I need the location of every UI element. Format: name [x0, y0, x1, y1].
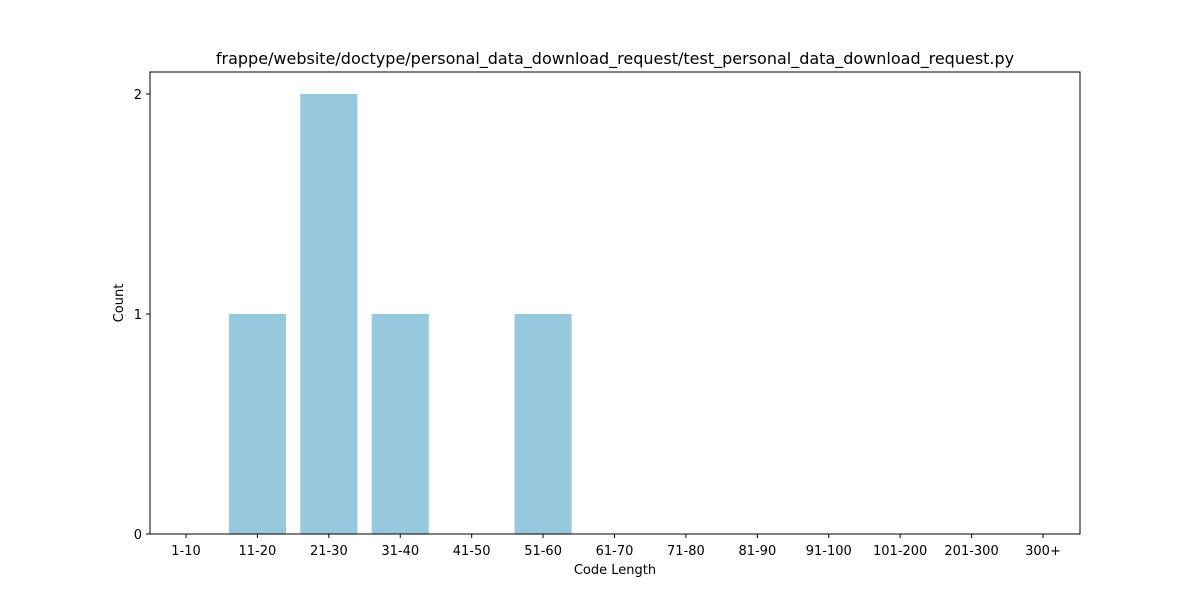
x-axis-ticks: 1-10 11-20 21-30 31-40 41-50 51-60 61-70 71-80 8… [171, 534, 1061, 559]
x-tick-label: 81-90 [738, 544, 776, 559]
bar-11-20 [228, 314, 286, 534]
x-tick-label: 11-20 [239, 544, 277, 559]
x-tick-label: 201-300 [944, 544, 998, 559]
y-tick-label: 0 [134, 528, 142, 543]
y-axis-ticks: 0 1 2 [134, 88, 150, 543]
chart-title: frappe/website/doctype/personal_data_dow… [216, 49, 1014, 69]
x-tick-label: 91-100 [806, 544, 852, 559]
x-tick-label: 300+ [1025, 544, 1061, 559]
x-tick-label: 71-80 [667, 544, 705, 559]
x-axis-label: Code Length [574, 563, 656, 578]
x-tick-label: 1-10 [171, 544, 201, 559]
bars-group [228, 94, 572, 534]
x-tick-label: 51-60 [524, 544, 562, 559]
bar-31-40 [371, 314, 429, 534]
x-tick-label: 21-30 [310, 544, 348, 559]
bar-21-30 [300, 94, 358, 534]
bar-51-60 [514, 314, 572, 534]
x-tick-label: 41-50 [453, 544, 491, 559]
y-tick-label: 2 [134, 88, 142, 103]
x-tick-label: 61-70 [596, 544, 634, 559]
x-tick-label: 31-40 [381, 544, 419, 559]
x-tick-label: 101-200 [873, 544, 927, 559]
y-axis-label: Count [112, 284, 127, 323]
y-tick-label: 1 [134, 308, 142, 323]
